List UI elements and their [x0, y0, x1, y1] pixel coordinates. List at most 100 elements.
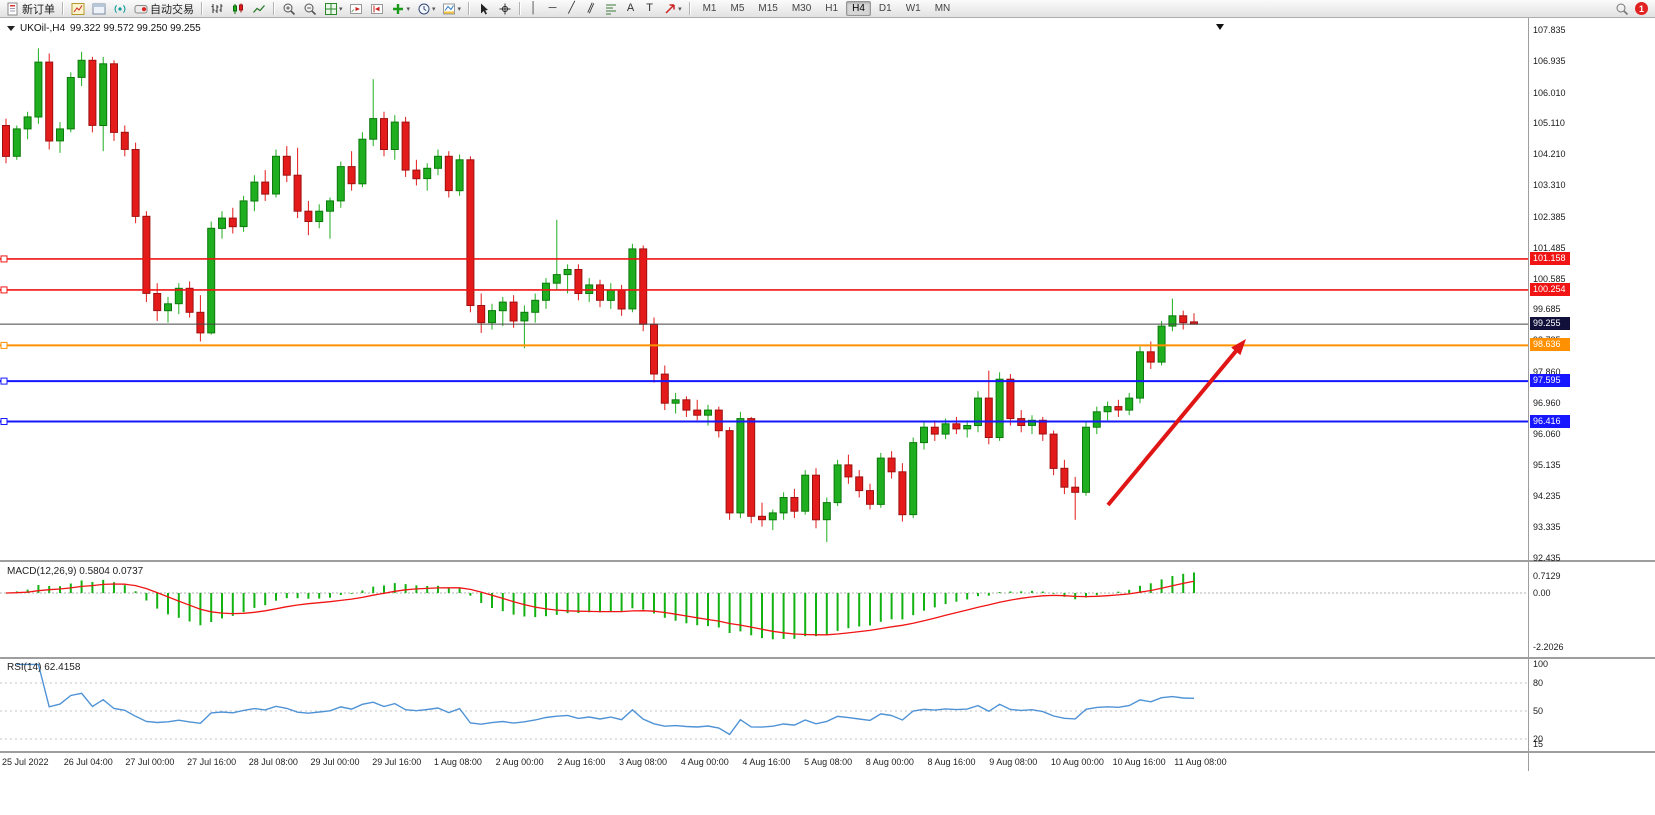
cursor-tool-button[interactable] — [474, 1, 493, 17]
macd-indicator-canvas[interactable] — [0, 562, 1528, 657]
panel-separator[interactable] — [0, 657, 1655, 659]
channel-icon: ∥ — [585, 1, 596, 15]
rsi-value: 62.4158 — [44, 662, 81, 673]
bar-chart-mode-icon — [209, 1, 224, 16]
arrows-tool-button[interactable]: ▾ — [660, 1, 684, 17]
line-handle[interactable] — [0, 418, 8, 426]
auto-scroll-button[interactable] — [347, 1, 366, 17]
trend-arrow[interactable] — [1106, 344, 1242, 507]
chart-shift-button[interactable] — [368, 1, 387, 17]
trendline-icon: ╱ — [568, 2, 575, 14]
price-tick: 105.110 — [1533, 118, 1565, 129]
price-tick: 97.860 — [1533, 367, 1561, 377]
symbol-timeframe-text: UKOil-,H4 — [20, 23, 66, 34]
zoom-in-button[interactable] — [279, 1, 298, 17]
trendline-tool-button[interactable]: ╱ — [563, 1, 580, 17]
line-handle[interactable] — [0, 286, 8, 294]
candles-layer — [2, 48, 1198, 543]
line-handle[interactable] — [0, 377, 8, 385]
panel-separator[interactable] — [0, 560, 1655, 562]
timeframe-m15[interactable]: M15 — [758, 3, 778, 14]
dropdown-caret-icon[interactable]: ▾ — [406, 5, 411, 13]
notification-badge[interactable]: 1 — [1635, 2, 1648, 15]
macd-histogram — [15, 572, 1195, 640]
indicators-button[interactable]: ▾ — [389, 1, 413, 17]
price-tick: 99.685 — [1533, 304, 1561, 315]
timeframe-m1[interactable]: M1 — [702, 3, 717, 14]
timeframe-mn[interactable]: MN — [934, 3, 951, 14]
text-tool-button[interactable]: A — [622, 1, 639, 17]
time-tick: 2 Aug 00:00 — [495, 757, 544, 767]
timeframe-m30[interactable]: M30 — [791, 3, 812, 14]
tile-windows-icon — [323, 1, 338, 16]
rsi-scale-tick: 50 — [1533, 706, 1544, 716]
line-handle[interactable] — [0, 255, 8, 263]
timeframe-h4[interactable]: H4 — [846, 1, 871, 16]
chart-ohlc-label: UKOil-,H4 99.322 99.572 99.250 99.255 — [7, 23, 201, 34]
timeframe-h1[interactable]: H1 — [825, 3, 839, 14]
timeframe-d1[interactable]: D1 — [878, 3, 892, 14]
panel-separator[interactable] — [0, 751, 1655, 753]
autotrading-button[interactable]: 自动交易 — [131, 1, 196, 17]
zoom-in-icon — [281, 1, 296, 16]
autotrading-icon — [133, 1, 148, 16]
crosshair-tool-button[interactable] — [495, 1, 514, 17]
candlestick-mode-button[interactable] — [228, 1, 247, 17]
price-line-label: 98.636 — [1530, 338, 1570, 352]
cursor-icon — [476, 1, 491, 16]
channel-tool-button[interactable]: ∥ — [582, 1, 599, 17]
rsi-name: RSI(14) — [7, 662, 42, 673]
dropdown-caret-icon[interactable]: ▾ — [432, 5, 436, 13]
tile-windows-button[interactable]: ▾ — [321, 1, 345, 17]
time-tick: 11 Aug 08:00 — [1174, 757, 1227, 767]
price-tick: 95.135 — [1533, 460, 1561, 471]
rsi-indicator-canvas[interactable] — [0, 659, 1528, 751]
data-window-button[interactable] — [89, 1, 108, 17]
vertical-line-tool-button[interactable]: │ — [525, 1, 542, 17]
timeframe-m5[interactable]: M5 — [730, 3, 745, 14]
horizontal-line-tool-button[interactable]: ─ — [544, 1, 561, 17]
signals-button[interactable] — [110, 1, 129, 17]
ohlc-values-text: 99.322 99.572 99.250 99.255 — [70, 23, 201, 34]
bar-chart-mode-button[interactable] — [207, 1, 226, 17]
toolbar-separator — [688, 2, 690, 15]
time-axis[interactable]: 25 Jul 2022 26 Jul 04:00 27 Jul 00:00 27 Ju… — [0, 753, 1528, 771]
price-tick: 94.235 — [1533, 491, 1561, 502]
timeframe-w1[interactable]: W1 — [905, 3, 921, 14]
signal-icon — [112, 1, 127, 16]
text-tool-icon: A — [626, 2, 635, 14]
line-chart-mode-button[interactable] — [249, 1, 268, 17]
dropdown-caret-icon[interactable]: ▾ — [457, 5, 462, 13]
price-axis[interactable]: 107.835 106.935 106.010 105.110 104.210 103.3… — [1529, 18, 1655, 771]
rsi-scale-tick: 80 — [1533, 678, 1544, 688]
price-tick: 96.960 — [1533, 397, 1561, 408]
dropdown-caret-icon[interactable]: ▾ — [678, 5, 682, 13]
toolbar-separator — [273, 2, 274, 15]
chart-shift-icon — [370, 1, 385, 16]
dropdown-caret-icon[interactable]: ▾ — [339, 5, 343, 13]
periods-button[interactable]: ▾ — [414, 1, 438, 17]
rsi-scale-tick: 15 — [1533, 738, 1544, 749]
price-chart-canvas[interactable] — [0, 18, 1528, 560]
time-tick: 25 Jul 2022 — [2, 757, 49, 767]
label-tool-button[interactable]: T — [641, 1, 658, 17]
line-handle[interactable] — [0, 341, 8, 349]
zoom-out-button[interactable] — [300, 1, 319, 17]
macd-name: MACD(12,26,9) — [7, 566, 77, 577]
toolbar: 新订单 自动交易 ▾ ▾ ▾ ▾ — [0, 0, 1655, 18]
trend-arrow-head[interactable] — [1231, 339, 1246, 356]
symbol-dropdown-icon[interactable] — [7, 26, 15, 31]
fibonacci-tool-button[interactable] — [601, 1, 620, 17]
macd-signal-line — [5, 580, 1195, 636]
timeframe-group: M1 M5 M15 M30 H1 H4 D1 W1 MN — [696, 1, 958, 16]
templates-button[interactable]: ▾ — [440, 1, 464, 17]
new-order-button[interactable]: 新订单 — [3, 1, 57, 17]
price-tick: 103.310 — [1533, 180, 1566, 191]
search-button[interactable] — [1612, 1, 1631, 17]
template-icon — [442, 1, 457, 16]
price-tick: 100.585 — [1533, 273, 1566, 284]
price-tick: 102.385 — [1533, 211, 1566, 222]
new-chart-button[interactable] — [68, 1, 87, 17]
time-tick: 27 Jul 16:00 — [187, 757, 237, 767]
